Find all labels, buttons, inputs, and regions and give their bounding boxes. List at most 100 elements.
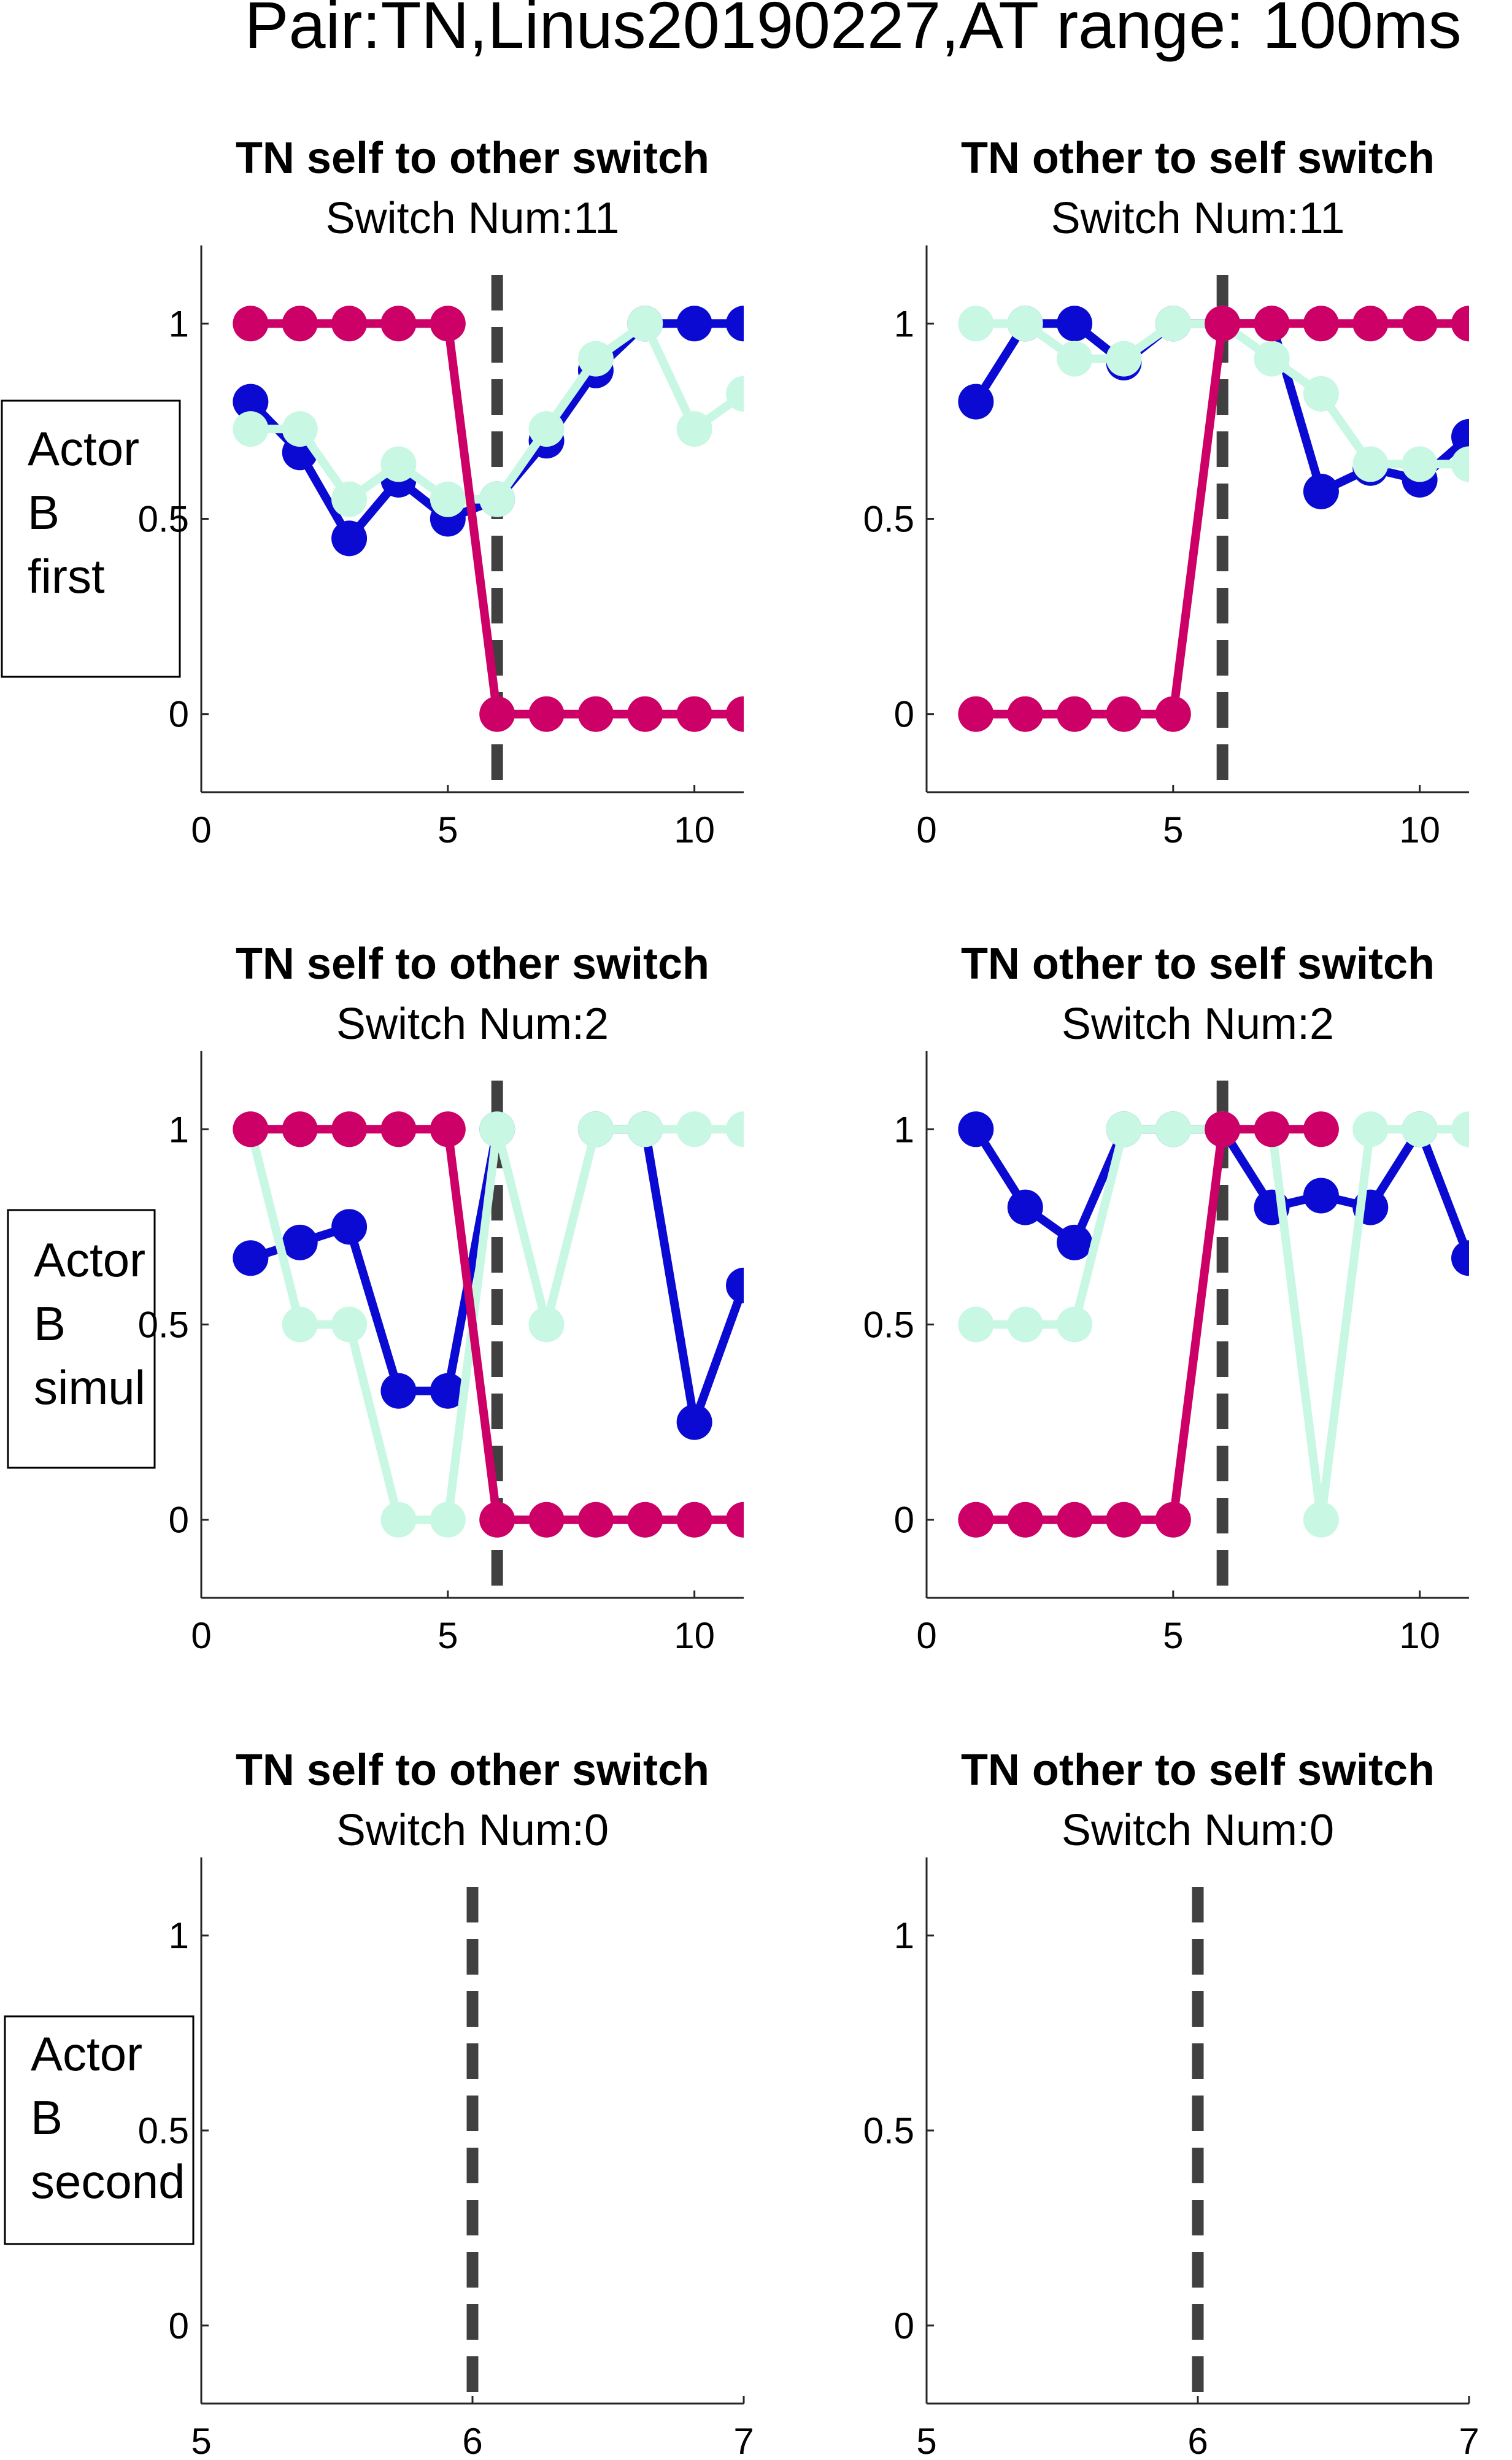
data-point	[233, 1111, 269, 1147]
data-point	[958, 384, 994, 420]
data-point	[1451, 418, 1469, 455]
series-2	[958, 1111, 1339, 1538]
subplot-title: TN self to other switch	[236, 1746, 709, 1795]
data-point	[1254, 341, 1290, 377]
data-point	[282, 306, 318, 342]
data-point	[1451, 446, 1469, 482]
data-point	[1451, 1240, 1469, 1276]
data-point	[233, 306, 269, 342]
subplot-subtitle: Switch Num:0	[1062, 1806, 1334, 1855]
data-point	[331, 306, 368, 342]
data-point	[1352, 1111, 1389, 1147]
x-tick-label: 6	[1187, 2421, 1208, 2460]
data-point	[380, 1373, 417, 1409]
x-tick-label: 0	[191, 809, 211, 850]
subplot-title: TN other to self switch	[961, 939, 1435, 989]
data-point	[380, 446, 417, 482]
data-point	[380, 306, 417, 342]
row-label-line-3: second	[31, 2154, 185, 2208]
y-tick-label: 0	[169, 1500, 189, 1541]
y-tick-label: 1	[894, 303, 914, 344]
series-line	[595, 1125, 744, 1427]
data-point	[282, 411, 318, 447]
data-point	[1007, 1502, 1043, 1538]
data-point	[1451, 1111, 1469, 1147]
subplot: TN other to self switch Switch Num:0 5 6 7 0 0…	[863, 1746, 1479, 2460]
data-point	[1254, 306, 1290, 342]
x-tick-label: 5	[191, 2421, 211, 2460]
data-point	[676, 411, 712, 447]
x-tick-label: 5	[438, 809, 458, 850]
y-tick-label: 0.5	[863, 499, 914, 540]
row-labels: Actor B first Actor B simul Actor B seco…	[1, 399, 195, 2245]
x-tick-label: 0	[916, 1615, 936, 1656]
data-point	[577, 1111, 614, 1147]
y-tick-label: 0.5	[138, 499, 189, 540]
x-tick-label: 7	[733, 2421, 754, 2460]
data-point	[1155, 1111, 1191, 1147]
data-point	[1303, 1111, 1339, 1147]
data-point	[331, 520, 368, 557]
data-point	[958, 1306, 994, 1343]
data-point	[1303, 1502, 1339, 1538]
x-tick-label: 10	[674, 809, 715, 850]
data-point	[676, 306, 712, 342]
y-tick-label: 0	[894, 2305, 914, 2346]
series-1	[958, 306, 1469, 482]
series-2	[233, 1111, 744, 1538]
data-point	[282, 1224, 318, 1260]
data-point	[430, 1373, 466, 1409]
data-point	[1106, 1502, 1142, 1538]
x-tick-label: 5	[1163, 1615, 1183, 1656]
y-tick-label: 0	[169, 2305, 189, 2346]
data-point	[1205, 1111, 1241, 1147]
subplot-title: TN self to other switch	[236, 134, 709, 183]
subplot-subtitle: Switch Num:11	[326, 194, 620, 243]
data-point	[676, 1502, 712, 1538]
data-point	[479, 481, 515, 517]
data-point	[331, 1111, 368, 1147]
plot-area	[958, 1081, 1469, 1598]
data-point	[627, 1502, 663, 1538]
data-point	[726, 376, 744, 412]
data-point	[676, 1404, 712, 1440]
subplot-subtitle: Switch Num:2	[1062, 1000, 1334, 1049]
figure-title: Pair:TN,Linus20190227,AT range: 100ms	[244, 0, 1461, 62]
data-point	[430, 481, 466, 517]
data-point	[1254, 1111, 1290, 1147]
data-point	[1402, 1111, 1438, 1147]
data-point	[958, 696, 994, 732]
row-label-line-1: Actor	[31, 2027, 142, 2081]
data-point	[577, 1502, 614, 1538]
data-point	[726, 1502, 744, 1538]
subplot-title: TN other to self switch	[961, 1746, 1435, 1795]
x-tick-label: 10	[1399, 809, 1440, 850]
plot-area	[958, 275, 1469, 792]
y-tick-label: 1	[169, 1109, 189, 1150]
data-point	[380, 1502, 417, 1538]
series-1	[233, 306, 744, 517]
data-point	[1402, 306, 1438, 342]
data-point	[1106, 1111, 1142, 1147]
data-point	[1007, 1306, 1043, 1343]
subplot: TN self to other switch Switch Num:0 5 6 7 0 0…	[138, 1746, 754, 2460]
row-label-line-3: first	[28, 549, 105, 603]
data-point	[1057, 341, 1093, 377]
data-point	[1303, 1178, 1339, 1214]
subplot-title: TN other to self switch	[961, 134, 1435, 183]
data-point	[627, 1111, 663, 1147]
subplot-subtitle: Switch Num:11	[1051, 194, 1345, 243]
data-point	[1205, 306, 1241, 342]
y-tick-label: 0.5	[138, 1305, 189, 1346]
row-label-second: Actor B second	[4, 2015, 195, 2245]
y-tick-label: 1	[169, 303, 189, 344]
data-point	[1155, 1502, 1191, 1538]
x-tick-label: 7	[1459, 2421, 1479, 2460]
data-point	[479, 696, 515, 732]
data-point	[233, 384, 269, 420]
row-label-line-1: Actor	[28, 422, 139, 476]
